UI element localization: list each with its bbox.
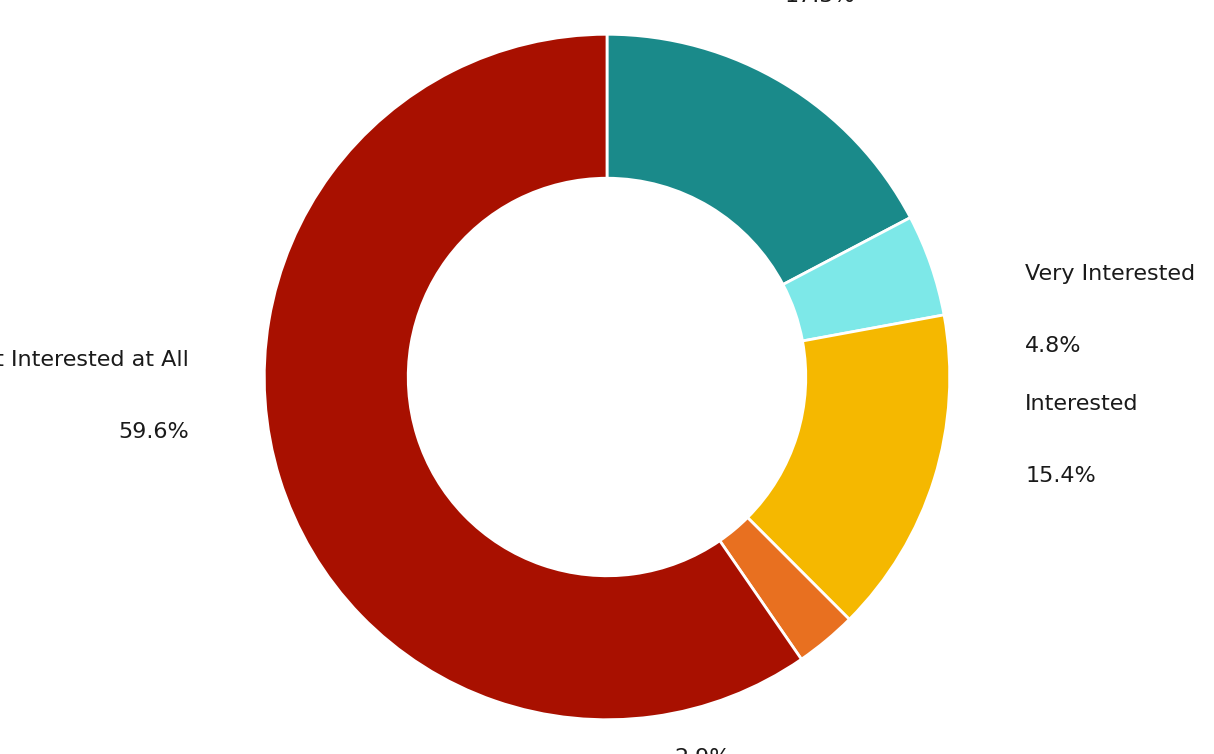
Text: 4.8%: 4.8% <box>1025 336 1082 356</box>
Wedge shape <box>265 34 801 720</box>
Text: Not Interested at All: Not Interested at All <box>0 350 189 370</box>
Wedge shape <box>783 218 944 341</box>
Text: Interested: Interested <box>1025 394 1139 415</box>
Text: 59.6%: 59.6% <box>118 421 189 442</box>
Wedge shape <box>748 315 949 619</box>
Text: 17.3%: 17.3% <box>784 0 855 6</box>
Text: Very Interested: Very Interested <box>1025 264 1196 284</box>
Text: 15.4%: 15.4% <box>1025 466 1096 486</box>
Text: 2.9%: 2.9% <box>675 748 731 754</box>
Wedge shape <box>607 34 910 284</box>
Wedge shape <box>720 517 850 659</box>
